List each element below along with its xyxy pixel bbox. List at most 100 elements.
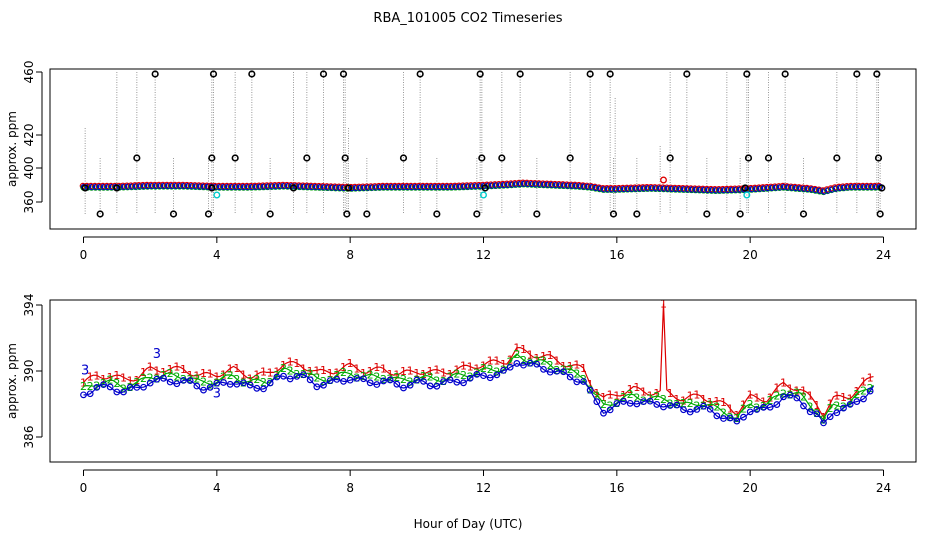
bottom-panel: 1 1 1 1 1 1 1 1 11 1 1 1 1 1 1 1 1 1 1 1 1 1 1 1 1 1 1 1 1 1 1 1 1 1 1 1 1 1 1… [5,294,917,495]
bottom-series-1-marker: 1 [460,359,467,372]
top-y-tick-label: 400 [22,157,36,180]
top-outlier-high [781,70,789,78]
top-outlier-low [799,210,808,218]
bottom-series-2-marker: 2 [747,398,754,411]
top-outlier-high [209,70,218,78]
bottom-series-1-marker: 1 [253,369,260,382]
bottom-series-1-marker: 1 [427,365,434,378]
bottom-series-2-marker: 2 [487,363,494,376]
bottom-series-3-point [786,391,794,399]
bottom-series-1-line [83,303,874,418]
bottom-series-2-marker: 2 [707,398,714,411]
bottom-series-2-marker: 2 [827,402,834,415]
bottom-series-2-marker: 2 [313,372,320,385]
top-baseline-point [548,181,556,189]
bottom-series-3-point [106,383,114,391]
bottom-series-1-marker: 1 [300,363,307,376]
top-baseline-point [160,182,168,190]
top-baseline-point [240,183,248,191]
top-baseline-point [604,185,612,193]
top-baseline-point [672,185,680,193]
bottom-series-1-marker: 1 [267,366,274,379]
top-outlier-base [113,184,121,192]
top-baseline-point [96,183,104,191]
bottom-series-1-marker: 1 [333,367,340,380]
top-baseline-point [204,183,212,190]
top-baseline-point [572,182,580,190]
bottom-series-2-marker: 2 [480,362,487,375]
bottom-series-1-marker: 1 [867,371,874,384]
bottom-series-1-marker: 1 [133,374,140,387]
top-outlier-high [476,70,484,78]
bottom-series-2-marker: 2 [800,391,807,404]
bottom-series-3-point [706,405,714,413]
top-x-tick-label: 0 [80,248,88,262]
top-baseline-point [436,183,444,191]
bottom-series-2-marker: 2 [307,367,314,380]
top-outlier-high [151,70,159,78]
top-baseline-point [608,185,616,193]
bottom-series-1-marker: 1 [140,366,147,379]
bottom-series-3-point [766,403,774,411]
top-baseline-point [324,184,332,191]
bottom-series-2-marker: 2 [260,376,267,389]
bottom-series-2-marker: 2 [693,399,700,412]
bottom-series-1-marker: 1 [480,359,487,372]
bottom-series-1-marker: 1 [680,395,687,408]
bottom-series-1-marker: 1 [447,368,454,381]
bottom-series-3-point [153,375,161,383]
top-outlier-mid [744,154,753,162]
bottom-series-1-marker: 1 [687,389,694,402]
top-outlier-high [339,70,348,78]
top-baseline-point [528,180,536,188]
top-baseline-point [576,182,584,190]
top-baseline-point [328,184,336,191]
bottom-series-3-point [626,399,634,407]
bottom-series-3-point [506,363,514,371]
bottom-series-2-marker: 2 [713,400,720,413]
bottom-series-1-marker: 1 [573,359,580,372]
top-outlier-high [743,70,751,78]
bottom-series-1-marker: 1 [227,362,234,375]
bottom-series-2-marker: 2 [647,393,654,406]
bottom-series-2-marker: 2 [767,394,774,407]
bottom-series-1-marker: 1 [853,385,860,398]
top-baseline-point [308,183,316,191]
top-outlier-mid [399,154,408,162]
top-outlier-mid [566,154,574,162]
top-baseline-point [320,184,328,191]
bottom-series-3-point [133,384,141,391]
bottom-series-3-point [613,400,621,407]
top-outlier-mid [231,154,239,162]
bottom-series-2-marker: 2 [107,374,114,387]
top-baseline-point [552,181,560,189]
bottom-series-2-marker: 2 [593,389,600,402]
top-baseline-point [812,186,820,194]
top-baseline-point [592,184,600,192]
top-baseline-point [560,182,568,189]
bottom-annotation-label: 3 [213,386,221,401]
bottom-series-2-marker: 2 [293,368,300,381]
bottom-series-3-point [226,380,234,388]
top-baseline-point [312,183,320,191]
top-outlier-low [876,210,884,218]
bottom-series-1-marker: 1 [280,359,287,372]
bottom-series-3-point [240,379,247,387]
top-baseline-point [660,185,668,192]
bottom-series-1-marker: 1 [527,349,534,362]
top-outlier-low [204,210,213,218]
bottom-series-2-marker: 2 [793,387,800,400]
top-baseline-point [816,187,824,194]
bottom-series-1-marker: 1 [440,367,447,380]
top-baseline-point [788,184,796,191]
bottom-series-3-point [453,378,461,386]
top-baseline-point [236,183,244,191]
bottom-series-2-marker: 2 [333,369,340,382]
top-outlier-mid [341,154,349,162]
bottom-series-3-point [146,379,154,387]
bottom-x-tick-label: 4 [213,481,221,495]
bottom-series-1-marker: 1 [400,365,407,378]
bottom-series-3-point [353,374,361,382]
top-baseline-point [852,183,860,191]
top-baseline-point [216,183,224,191]
